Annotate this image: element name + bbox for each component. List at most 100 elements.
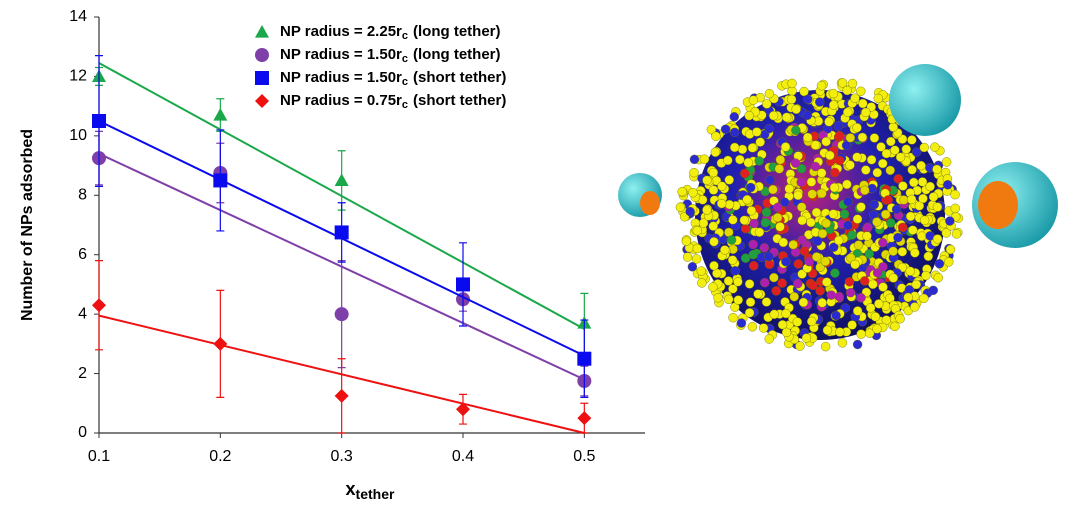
nanoparticle <box>889 64 961 136</box>
bead <box>760 217 771 228</box>
bead <box>945 216 955 226</box>
bead <box>740 253 751 263</box>
bead <box>698 218 709 228</box>
bead <box>950 203 960 214</box>
legend-part: NP radius = 0.75r <box>280 92 402 109</box>
bead <box>786 94 797 105</box>
bead <box>726 235 737 245</box>
bead <box>886 136 896 147</box>
bead <box>735 154 745 165</box>
bead <box>760 277 770 288</box>
bead <box>749 218 759 229</box>
bead <box>761 207 772 218</box>
bead <box>878 282 888 292</box>
bead <box>815 262 825 273</box>
bead <box>893 232 903 243</box>
y-tick-label: 10 <box>69 127 87 144</box>
bead <box>842 179 852 190</box>
bead <box>919 293 929 304</box>
bead <box>773 202 783 212</box>
bead <box>775 155 786 165</box>
bead <box>739 215 750 225</box>
bead <box>842 85 852 96</box>
bead <box>803 132 813 143</box>
bead <box>830 268 840 278</box>
bead <box>777 278 787 288</box>
legend-marker <box>255 71 269 85</box>
bead <box>769 309 779 319</box>
bead <box>872 167 882 178</box>
marker <box>213 173 228 188</box>
y-tick-label: 12 <box>69 68 87 85</box>
bead <box>802 110 813 120</box>
bead <box>681 236 692 246</box>
bead <box>826 290 836 300</box>
bead <box>934 259 945 269</box>
bead <box>744 308 755 318</box>
bead <box>702 205 712 215</box>
bead <box>856 293 866 303</box>
bead <box>765 175 775 185</box>
legend-part: (long tether) <box>413 46 501 63</box>
bead <box>720 124 731 134</box>
bead <box>801 333 812 343</box>
bead <box>928 192 939 202</box>
bead <box>908 225 918 235</box>
legend-part: c <box>402 53 408 65</box>
marker <box>456 277 470 292</box>
bead <box>921 270 931 281</box>
legend-part: c <box>402 99 408 111</box>
bead <box>843 107 853 117</box>
bead <box>753 289 763 299</box>
x-label-sub: tether <box>356 486 395 502</box>
bead <box>723 155 733 166</box>
bead <box>941 228 951 238</box>
bead <box>788 240 798 250</box>
bead <box>945 244 956 255</box>
bead <box>736 318 747 328</box>
bead <box>733 295 743 305</box>
bead <box>687 262 698 272</box>
marker <box>577 411 592 426</box>
bead <box>872 217 882 227</box>
bead <box>729 142 740 153</box>
bead <box>744 110 754 121</box>
bead <box>834 131 845 141</box>
bead <box>891 204 902 214</box>
bead <box>774 164 785 174</box>
bead <box>716 198 727 209</box>
legend-part: (long tether) <box>413 23 501 40</box>
bead <box>768 110 779 121</box>
bead <box>950 189 960 200</box>
legend-part: NP radius = 2.25r <box>280 23 402 40</box>
legend-label: NP radius = 1.50rc (long tether) <box>280 46 501 65</box>
legend-part: c <box>402 30 408 42</box>
bead <box>689 167 699 178</box>
bead <box>691 254 702 264</box>
bead <box>944 257 954 267</box>
bead <box>903 292 913 303</box>
bead <box>862 231 872 241</box>
bead <box>747 143 758 153</box>
bead <box>816 168 827 178</box>
legend-part: NP radius = 1.50r <box>280 69 402 86</box>
bead <box>828 100 839 110</box>
bead <box>696 266 706 276</box>
bead <box>888 273 899 283</box>
bead <box>740 168 750 179</box>
bead <box>864 249 874 259</box>
bead <box>689 154 700 165</box>
bead <box>778 237 789 248</box>
bead <box>898 181 908 191</box>
bead <box>817 188 827 199</box>
marker <box>334 173 349 187</box>
bead <box>843 196 853 207</box>
bead <box>834 291 844 302</box>
bead <box>793 259 804 269</box>
bead <box>797 215 807 226</box>
bead <box>872 268 883 278</box>
bead <box>821 218 831 229</box>
legend-marker <box>255 48 269 62</box>
bead <box>933 273 943 283</box>
bead <box>917 177 928 187</box>
